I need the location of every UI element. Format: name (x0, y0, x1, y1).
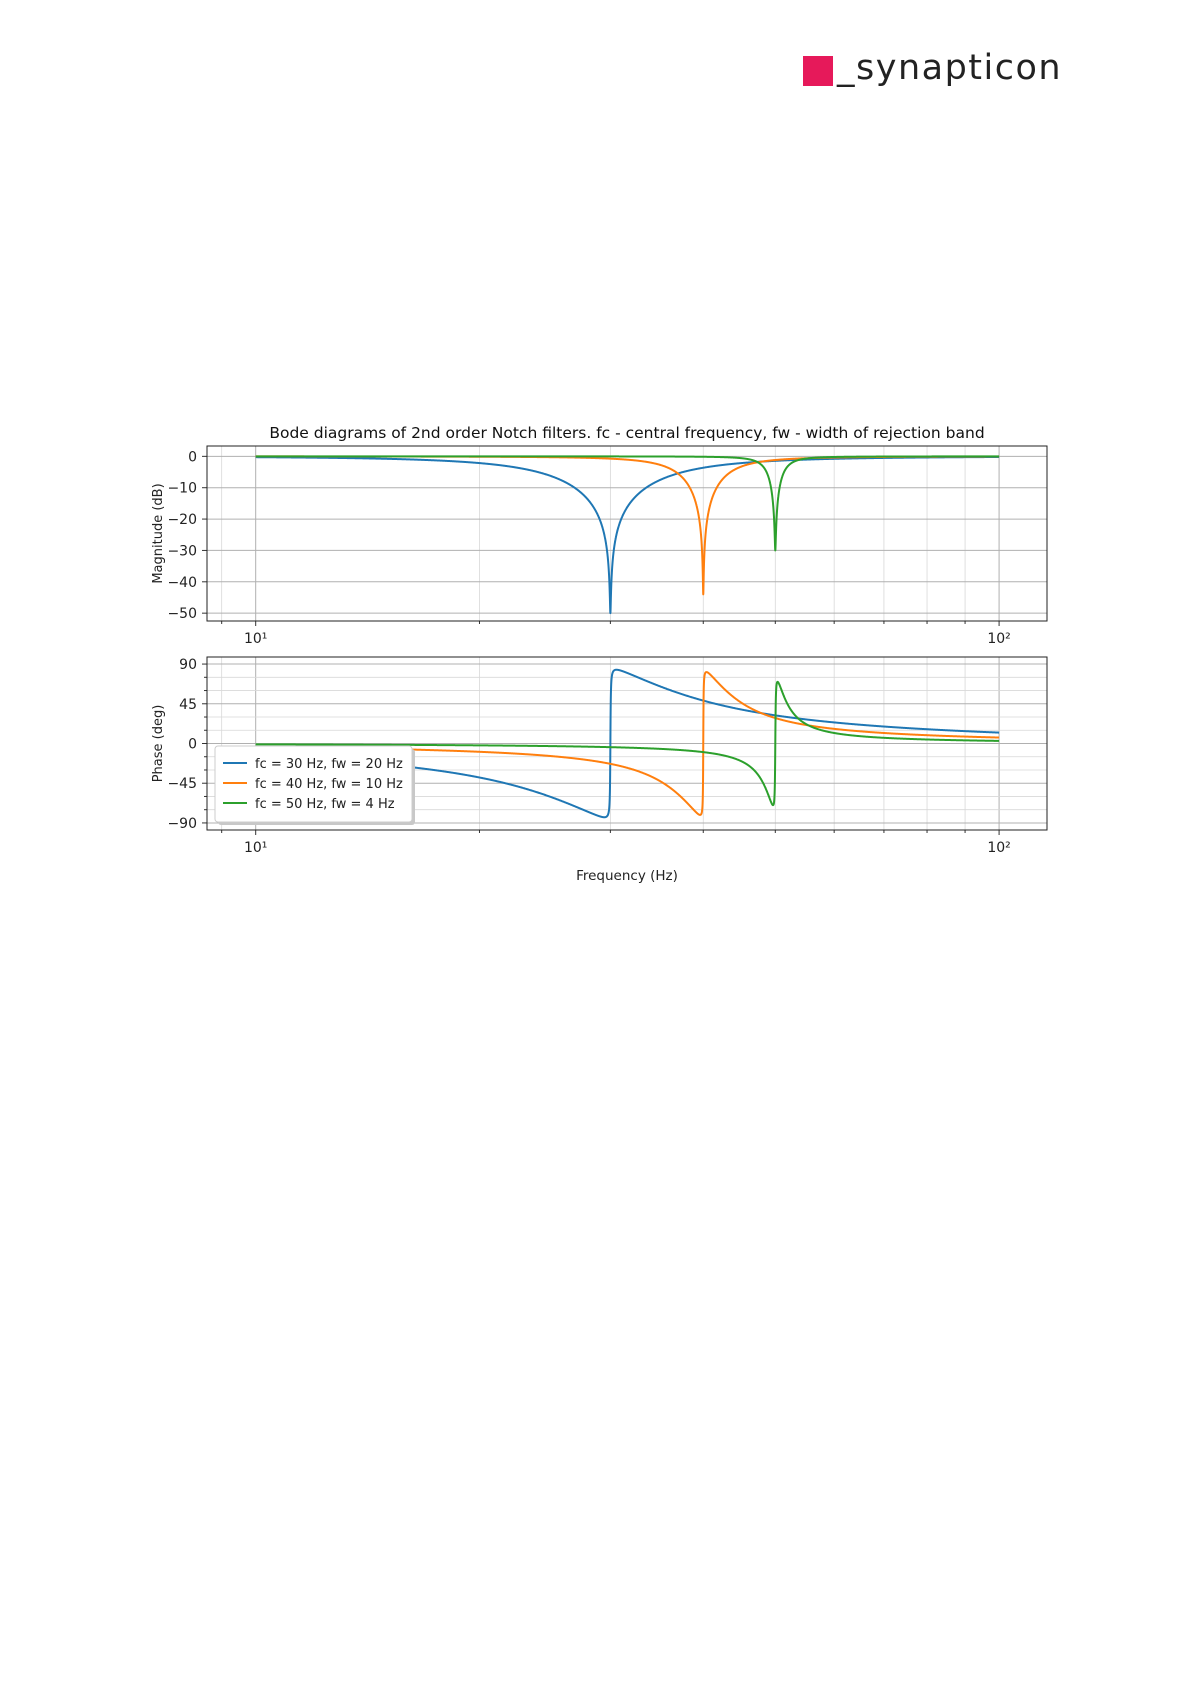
series-line (255, 455, 1000, 615)
x-tick-label: 10¹ (244, 631, 267, 647)
legend-entry: fc = 50 Hz, fw = 4 Hz (255, 797, 395, 812)
synapticon-logo: _synapticon (803, 48, 1065, 88)
y-tick-label: −90 (167, 816, 197, 832)
y-tick-label: 45 (179, 697, 197, 713)
axes-frame (206, 656, 1048, 831)
y-tick-label: −10 (167, 481, 197, 497)
y-tick-label: −50 (167, 606, 197, 622)
x-tick-label: 10¹ (244, 840, 267, 856)
series-line (255, 668, 1000, 819)
chart-title: Bode diagrams of 2nd order Notch filters… (269, 424, 984, 442)
legend-entry: fc = 40 Hz, fw = 10 Hz (255, 777, 403, 792)
series-line (255, 455, 1000, 596)
series-lines (255, 668, 1000, 819)
phase-panel: 90 45 0 −45 −90 10¹ 10² Phase (deg) Frequency (H… (151, 656, 1048, 884)
x-tick-label: 10² (987, 631, 1010, 647)
x-tick-label: 10² (987, 840, 1010, 856)
y-axis-label: Magnitude (dB) (151, 483, 166, 583)
y-tick-label: 90 (179, 657, 197, 673)
y-tick-label: 0 (188, 737, 197, 753)
magnitude-panel: 0 −10 −20 −30 −40 −50 10¹ 10² Magnitude (dB) Bode… (151, 424, 1048, 647)
legend-entry: fc = 30 Hz, fw = 20 Hz (255, 757, 403, 772)
series-line (255, 680, 1000, 807)
x-axis-label: Frequency (Hz) (576, 868, 678, 884)
y-axis-label: Phase (deg) (151, 705, 166, 783)
axes-frame (206, 445, 1048, 622)
y-tick-label: −40 (167, 575, 197, 591)
logo-square-mark (803, 56, 833, 86)
y-tick-label: −30 (167, 543, 197, 559)
series-line (255, 671, 1000, 816)
legend: fc = 30 Hz, fw = 20 Hz fc = 40 Hz, fw = 1… (214, 745, 415, 825)
y-tick-label: −45 (167, 776, 197, 792)
grid-lines (202, 446, 1047, 626)
y-tick-label: −20 (167, 512, 197, 528)
legend-box (214, 745, 413, 823)
series-lines (255, 455, 1000, 615)
series-line (255, 455, 1000, 552)
y-tick-label: 0 (188, 449, 197, 465)
logo-wordmark: _synapticon (837, 48, 1063, 88)
